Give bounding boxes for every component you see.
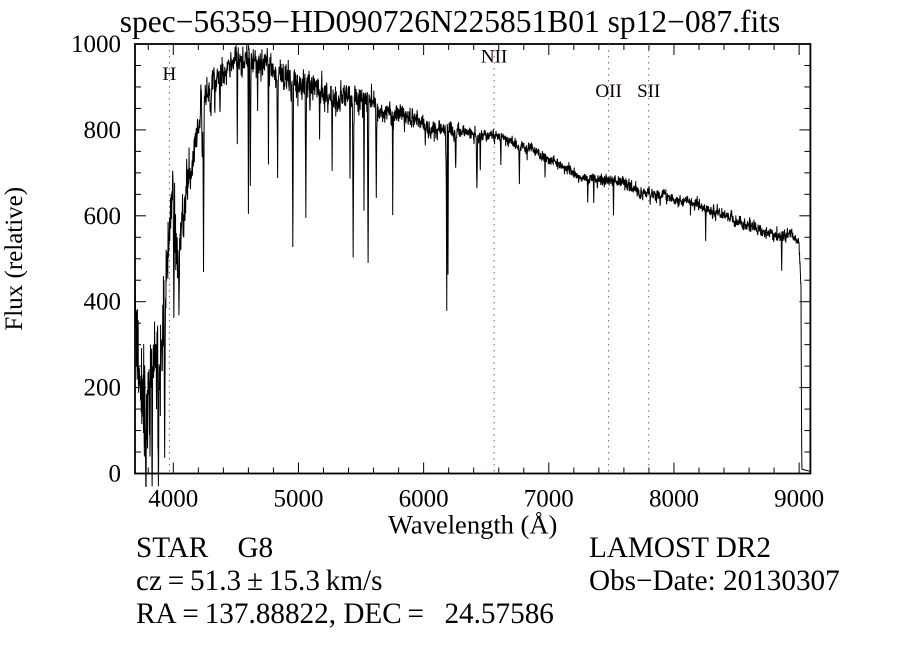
svg-text:600: 600 — [84, 203, 122, 230]
svg-text:6000: 6000 — [399, 486, 449, 513]
svg-text:SII: SII — [637, 81, 660, 102]
svg-text:8000: 8000 — [649, 486, 699, 513]
svg-text:7000: 7000 — [524, 486, 574, 513]
svg-text:OII: OII — [595, 81, 621, 102]
svg-text:H: H — [163, 64, 177, 85]
svg-text:5000: 5000 — [273, 486, 323, 513]
svg-text:Flux (relative): Flux (relative) — [1, 187, 28, 331]
svg-text:0: 0 — [109, 461, 122, 488]
svg-text:9000: 9000 — [774, 486, 824, 513]
svg-text:200: 200 — [84, 375, 122, 402]
svg-text:800: 800 — [84, 117, 122, 144]
svg-text:400: 400 — [84, 289, 122, 316]
svg-text:4000: 4000 — [148, 486, 198, 513]
svg-text:NII: NII — [481, 47, 507, 68]
